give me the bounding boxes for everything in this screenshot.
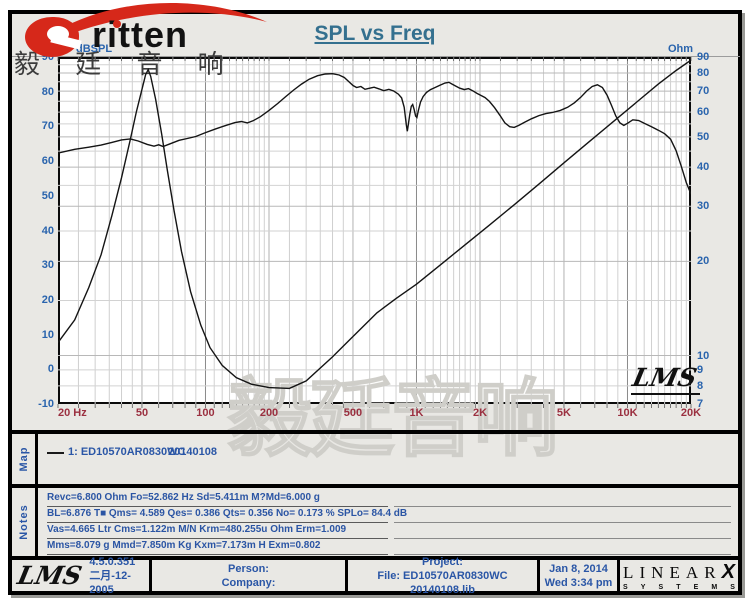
linearx-x-letter: X — [721, 560, 735, 583]
notes-line-1: Revc=6.800 Ohm Fo=52.862 Hz Sd=5.411m M?… — [47, 492, 388, 507]
notes-line-4: Mms=8.079 g Mmd=7.850m Kg Kxm=7.173m H E… — [47, 540, 388, 555]
brand-logo: ritten — [12, 2, 272, 62]
linearx-letter: A — [685, 562, 699, 582]
report-time: Wed 3:34 pm — [544, 576, 613, 589]
notes-rule-4 — [394, 540, 731, 555]
page-title: SPL vs Freq — [314, 22, 436, 45]
footer-person-cell: Person: Company: — [152, 560, 348, 591]
logo-i-dot-icon — [113, 20, 121, 28]
linearx-letter: I — [639, 562, 646, 582]
person-label: Person: — [228, 562, 269, 575]
footer-version-cell: LMS 4.5.0.351 二月-12-2005 — [12, 556, 152, 596]
project-label: Project: — [422, 555, 463, 568]
title-separator-line — [12, 56, 740, 57]
linearx-letter: L — [623, 562, 634, 582]
map-section-label: Map — [17, 446, 30, 472]
linearx-letter: N — [651, 562, 664, 582]
app-version-date: 二月-12-2005 — [89, 569, 131, 596]
impedance-curve — [58, 59, 691, 390]
systems-letter: S — [658, 583, 664, 591]
report-date: Jan 8, 2014 — [549, 562, 608, 575]
legend-curve-date: 20140108 — [168, 446, 217, 458]
legend-curve-name: 1: ED10570AR0830WC — [68, 446, 186, 458]
footer-top-border — [8, 556, 742, 560]
watermark-chinese-bottom: 毅廷音响 — [227, 371, 559, 467]
logo-e-icon — [25, 17, 79, 57]
logo-swoosh-icon — [66, 3, 267, 34]
footer-project-cell: Project: File: ED10570AR0830WC 20140108.… — [348, 556, 540, 596]
legend-line-swatch — [47, 452, 64, 454]
lms-plot-logo: LMS — [629, 363, 701, 395]
notes-side-cell: Notes — [12, 488, 38, 556]
systems-letter: E — [693, 583, 699, 591]
right-axis-label: Ohm — [668, 43, 694, 55]
brand-logo-text: ritten — [92, 14, 188, 55]
app-version: 4.5.0.351 — [89, 555, 136, 568]
notes-row-top-border — [8, 484, 742, 488]
notes-rule-1 — [394, 492, 731, 507]
linearx-letter: R — [704, 562, 716, 582]
notes-rule-3 — [394, 524, 731, 539]
spl-curve — [58, 72, 691, 195]
notes-line-3: Vas=4.665 Ltr Cms=1.122m M/N Krm=480.255… — [47, 524, 388, 539]
map-side-cell: Map — [12, 434, 38, 484]
plot-area — [58, 57, 691, 404]
notes-section-label: Notes — [17, 504, 30, 540]
lms-footer-logo: LMS — [14, 561, 85, 590]
systems-letter: S — [730, 583, 735, 591]
systems-letter: S — [623, 583, 628, 591]
notes-line-2: BL=6.876 T■ Qms= 4.589 Qes= 0.386 Qts= 0… — [47, 508, 407, 523]
left-axis-label: dBSPL — [76, 43, 113, 55]
notes-rule-2 — [394, 508, 731, 523]
systems-letter: M — [711, 583, 718, 591]
footer-bar: LMS 4.5.0.351 二月-12-2005 Person: Company… — [12, 556, 738, 596]
company-label: Company: — [221, 576, 276, 589]
map-row-top-border — [8, 430, 742, 434]
systems-letter: T — [676, 583, 681, 591]
systems-letter: Y — [640, 583, 646, 591]
linearx-letter: E — [669, 562, 680, 582]
file-label: File: ED10570AR0830WC 20140108.lib — [377, 569, 508, 596]
lms-script-text: LMS — [629, 363, 700, 392]
footer-date-cell: Jan 8, 2014 Wed 3:34 pm — [540, 560, 620, 591]
